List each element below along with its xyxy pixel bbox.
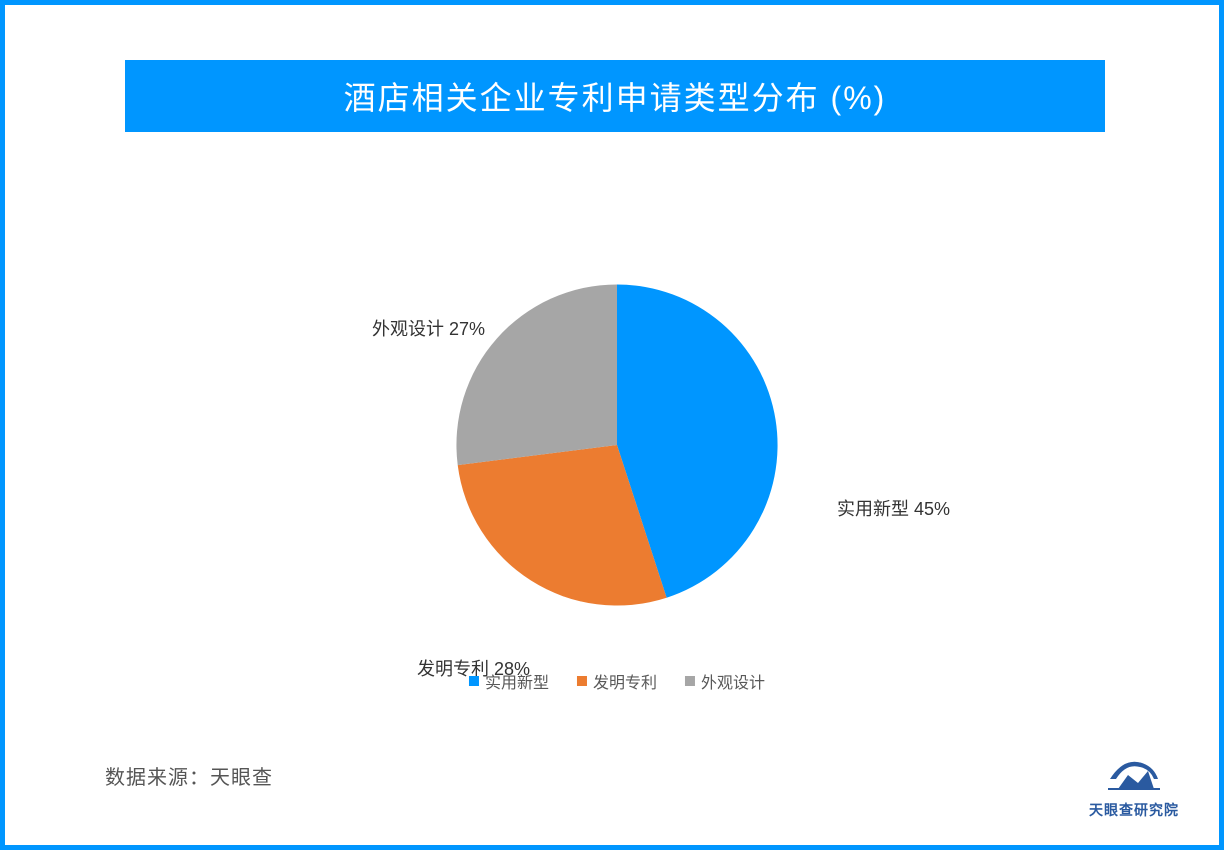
pie-slice-label: 实用新型 45% (837, 495, 950, 521)
legend-item: 实用新型 (469, 669, 549, 693)
chart-area: 实用新型 45%发明专利 28%外观设计 27% 实用新型 发明专利 外观设计 (5, 185, 1224, 705)
pie-slice-label: 外观设计 27% (372, 315, 485, 341)
title-bar: 酒店相关企业专利申请类型分布 (%) (125, 60, 1105, 132)
legend-swatch (577, 676, 587, 686)
pie-svg (447, 275, 787, 615)
data-source: 数据来源：天眼查 (105, 761, 273, 790)
legend-label: 外观设计 (701, 669, 765, 693)
legend-item: 发明专利 (577, 669, 657, 693)
legend-swatch (685, 676, 695, 686)
legend-label: 发明专利 (593, 669, 657, 693)
chart-title: 酒店相关企业专利申请类型分布 (%) (344, 73, 887, 119)
pie-chart: 实用新型 45%发明专利 28%外观设计 27% (447, 275, 787, 615)
legend: 实用新型 发明专利 外观设计 (469, 669, 765, 693)
legend-label: 实用新型 (485, 669, 549, 693)
legend-swatch (469, 676, 479, 686)
logo-text: 天眼查研究院 (1089, 800, 1179, 820)
legend-item: 外观设计 (685, 669, 765, 693)
logo-icon (1104, 749, 1164, 791)
pie-slice (456, 284, 617, 465)
chart-frame: 酒店相关企业专利申请类型分布 (%) 实用新型 45%发明专利 28%外观设计 … (0, 0, 1224, 850)
brand-logo: 天眼查研究院 (1089, 749, 1179, 820)
